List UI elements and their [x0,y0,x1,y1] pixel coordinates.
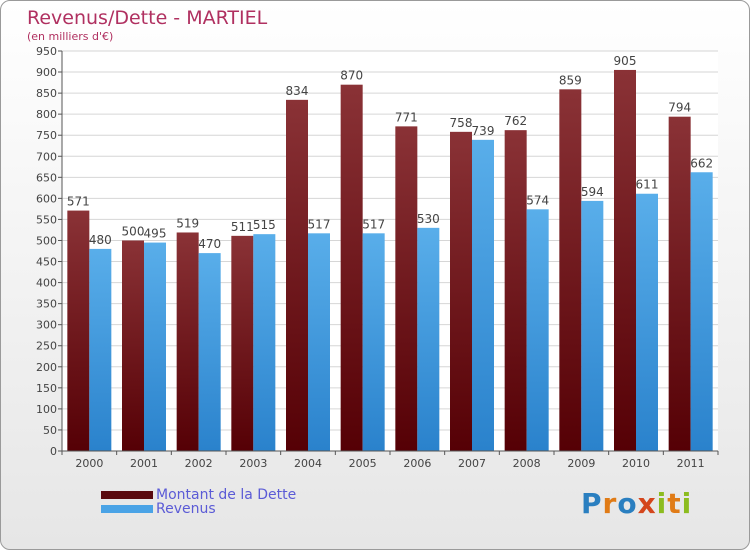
proxiti-logo: Proxiti [581,487,692,520]
y-tick-label: 250 [36,340,57,353]
y-tick-label: 300 [36,319,57,332]
value-label-revenus: 470 [198,237,221,251]
legend-label-debt: Montant de la Dette [156,487,297,503]
value-label-debt: 834 [286,84,309,98]
y-tick-label: 850 [36,87,57,100]
value-label-debt: 905 [614,54,637,68]
x-tick-label: 2008 [513,457,541,470]
value-label-revenus: 515 [253,218,276,232]
bar-debt [504,130,527,451]
y-tick-label: 500 [36,234,57,247]
y-tick-label: 150 [36,382,57,395]
bar-debt [395,126,418,452]
bar-revenus [581,200,604,451]
bar-revenus [472,139,494,451]
y-tick-label: 100 [36,403,57,416]
value-label-debt: 859 [559,73,582,87]
value-label-revenus: 594 [581,185,604,199]
x-tick-label: 2003 [239,457,267,470]
value-label-revenus: 530 [417,212,440,226]
x-tick-label: 2001 [130,457,158,470]
bar-revenus [636,193,658,451]
value-label-debt: 571 [67,195,90,209]
logo-letter: i [656,487,668,520]
value-label-revenus: 480 [89,233,112,247]
logo-letter: o [617,487,638,520]
value-label-debt: 519 [176,216,199,230]
bar-revenus [308,233,330,451]
bar-revenus [89,248,112,451]
bar-revenus [144,242,166,451]
y-tick-label: 600 [36,192,57,205]
value-label-debt: 870 [340,69,363,83]
logo-letter: i [681,487,693,520]
x-tick-label: 2000 [75,457,103,470]
x-tick-label: 2005 [349,457,377,470]
bar-debt [450,131,472,451]
value-label-debt: 771 [395,110,418,124]
value-label-debt: 500 [122,224,145,238]
x-tick-label: 2002 [185,457,213,470]
x-tick-label: 2009 [567,457,595,470]
bar-revenus [198,253,221,451]
x-tick-label: 2006 [403,457,431,470]
bar-debt [122,240,144,451]
logo-letter: t [667,487,682,520]
y-tick-label: 700 [36,150,57,163]
bar-debt [67,210,90,451]
bar-debt [231,235,254,451]
logo-letter: r [602,487,618,520]
bar-revenus [690,172,713,451]
logo-letter: x [637,487,657,520]
y-tick-label: 450 [36,256,57,269]
y-tick-label: 350 [36,298,57,311]
bar-revenus [417,227,440,451]
y-tick-label: 750 [36,129,57,142]
bar-debt [614,69,636,452]
y-tick-label: 0 [50,445,57,458]
x-tick-label: 2011 [677,457,705,470]
value-label-debt: 511 [231,220,254,234]
bar-debt [668,116,691,452]
legend-label-revenus: Revenus [156,501,216,517]
plot-background [62,51,718,451]
value-label-revenus: 611 [636,178,659,192]
value-label-revenus: 517 [362,217,385,231]
y-tick-label: 400 [36,277,57,290]
bar-debt [559,89,582,451]
chart-subtitle: (en milliers d'€) [27,30,114,43]
value-label-revenus: 574 [526,193,549,207]
value-label-revenus: 739 [472,124,495,138]
x-tick-label: 2007 [458,457,486,470]
value-label-debt: 794 [668,101,691,115]
bar-debt [340,84,363,452]
bar-revenus [526,209,549,451]
value-label-revenus: 662 [690,156,713,170]
y-tick-label: 200 [36,361,57,374]
y-tick-label: 950 [36,45,57,58]
bar-revenus [253,234,276,451]
y-tick-label: 550 [36,213,57,226]
bar-revenus [362,233,385,451]
legend-swatch-debt [101,491,153,499]
x-tick-label: 2010 [622,457,650,470]
bar-debt [286,99,308,451]
y-tick-label: 900 [36,66,57,79]
y-tick-label: 800 [36,108,57,121]
bar-debt [176,232,199,451]
legend-swatch-revenus [101,505,153,513]
value-label-debt: 762 [504,114,527,128]
y-tick-label: 650 [36,171,57,184]
value-label-debt: 758 [450,116,473,130]
chart-title: Revenus/Dette - MARTIEL [27,7,268,29]
x-tick-label: 2004 [294,457,322,470]
y-tick-label: 50 [43,424,57,437]
value-label-revenus: 495 [144,227,167,241]
logo-letter: P [581,487,603,520]
value-label-revenus: 517 [308,217,331,231]
